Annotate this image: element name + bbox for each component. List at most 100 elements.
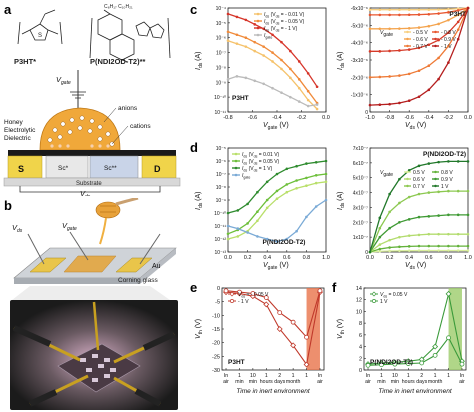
chart-title: P(NDI2OD-T2) bbox=[370, 359, 413, 366]
data-point bbox=[277, 310, 283, 315]
x-tick-sublabel: month bbox=[428, 379, 443, 385]
legend-marker bbox=[434, 44, 437, 48]
legend-marker bbox=[434, 184, 437, 188]
x-tick-sublabel: air bbox=[223, 379, 229, 385]
y-tick-label: 10⁻⁶ bbox=[216, 36, 226, 42]
data-point bbox=[226, 12, 230, 16]
y-tick-label: 10⁻⁵ bbox=[216, 146, 226, 152]
vgate-label-b: Vgate bbox=[62, 221, 77, 232]
data-point bbox=[368, 13, 372, 17]
legend-label: 0.5 V bbox=[413, 170, 425, 176]
data-point bbox=[305, 176, 308, 180]
data-point bbox=[265, 237, 269, 241]
data-point bbox=[256, 219, 259, 223]
legend-label: Ids (Vds = - 0.01 V) bbox=[264, 12, 305, 19]
x-tick-label: 0.8 bbox=[303, 255, 311, 261]
data-point bbox=[456, 244, 460, 248]
data-point bbox=[285, 183, 289, 186]
device-schematic: S P3HT* C₈H₁₇ C₁₀H₂₁ P(NDI2OD-T2)** Vgat… bbox=[3, 4, 181, 196]
data-point bbox=[276, 326, 283, 332]
y-tick-label: 4 bbox=[359, 345, 362, 351]
data-point bbox=[437, 160, 440, 164]
data-point bbox=[271, 86, 274, 90]
probe-station-photo bbox=[10, 300, 178, 410]
chart-d-transfer: 0.0 0.2 0.4 0.6 0.8 1.0 10⁻⁵ 10⁻⁶ 10⁻⁷ 10⁻⁸ 10⁻⁹ 10… bbox=[195, 146, 330, 271]
data-point bbox=[253, 40, 257, 44]
y-tick-label: 10⁻⁸ bbox=[216, 65, 226, 71]
data-point bbox=[398, 249, 401, 253]
data-point bbox=[378, 249, 382, 253]
data-point bbox=[437, 249, 440, 252]
data-point bbox=[289, 76, 292, 80]
data-point bbox=[256, 235, 259, 238]
source-electrode bbox=[7, 155, 43, 179]
x-tick-label: -0.4 bbox=[424, 115, 433, 121]
data-point bbox=[262, 82, 265, 86]
data-point bbox=[437, 232, 440, 236]
x-axis-label: Vgate (V) bbox=[263, 122, 289, 131]
x-tick-label: 1.0 bbox=[464, 255, 472, 261]
legend-marker bbox=[256, 19, 260, 23]
y-axis-label: Ids (A) bbox=[337, 191, 346, 210]
legend-label: Ids (Vds = 1 V) bbox=[242, 166, 273, 173]
x-tick-sublabel: air bbox=[317, 379, 323, 385]
data-point bbox=[297, 60, 301, 63]
y-tick-label: 10⁻¹⁰ bbox=[214, 95, 226, 101]
data-point bbox=[419, 360, 425, 366]
legend-marker bbox=[234, 173, 238, 177]
data-point bbox=[297, 86, 301, 90]
data-point bbox=[427, 24, 431, 28]
data-point bbox=[398, 101, 401, 105]
data-point bbox=[398, 177, 401, 181]
data-point bbox=[437, 12, 440, 15]
chart-c-output: -1.0 -0.8 -0.6 -0.4 -0.2 0.0 -6x10⁻⁶ -5x10⁻⁶ -4x… bbox=[337, 6, 472, 131]
y-tick-label: 10⁻⁷ bbox=[216, 172, 226, 178]
y-tick-label: 10⁻¹¹ bbox=[214, 110, 226, 116]
data-point bbox=[407, 99, 411, 103]
x-tick-label: 0.8 bbox=[445, 255, 453, 261]
data-point bbox=[244, 36, 248, 40]
data-point bbox=[368, 76, 372, 79]
legend-label: 0.6 V bbox=[413, 177, 425, 183]
data-point bbox=[263, 301, 270, 308]
chip-pads bbox=[80, 354, 116, 382]
y-tick-label: 10⁻⁹ bbox=[216, 80, 226, 86]
plot-frame bbox=[369, 147, 469, 253]
data-point bbox=[246, 222, 249, 225]
legend-marker bbox=[256, 12, 260, 16]
chart-title: P3HT bbox=[232, 95, 249, 102]
data-point bbox=[275, 172, 279, 176]
au-label: Au bbox=[152, 263, 161, 270]
chart-d-output: 0.0 0.2 0.4 0.6 0.8 1.0 0 1x10⁻⁷ 2x10⁻⁷ 3x10⁻⁷ 4x1… bbox=[337, 146, 472, 271]
x-tick-label: 0.6 bbox=[425, 255, 433, 261]
data-point bbox=[417, 215, 421, 219]
panel-letter-f: f bbox=[332, 280, 337, 295]
data-point bbox=[437, 56, 440, 60]
data-point bbox=[226, 224, 230, 228]
data-point bbox=[417, 8, 421, 12]
data-point bbox=[466, 213, 470, 217]
x-tick-label: -0.2 bbox=[297, 115, 306, 121]
data-point bbox=[388, 75, 391, 78]
ndi-structure bbox=[89, 9, 171, 63]
data-point bbox=[314, 174, 318, 177]
legend-label: Ids (Vds = - 0.05 V) bbox=[264, 19, 305, 26]
legend-label: - 0.7 V bbox=[413, 44, 428, 50]
data-point bbox=[280, 67, 283, 71]
data-point bbox=[305, 162, 308, 165]
data-point bbox=[447, 244, 450, 248]
legend-label: 0.9 V bbox=[441, 177, 453, 183]
data-point bbox=[456, 20, 460, 24]
legend-marker bbox=[406, 37, 409, 41]
data-point bbox=[437, 77, 440, 81]
data-point bbox=[236, 235, 240, 238]
y-tick-label: 10 bbox=[356, 309, 362, 315]
legend-marker bbox=[434, 37, 437, 41]
data-point bbox=[447, 11, 450, 14]
data-point bbox=[459, 361, 465, 367]
data-point bbox=[407, 168, 411, 172]
data-point bbox=[315, 107, 319, 111]
data-point bbox=[324, 159, 328, 163]
legend-label: - 0.6 V bbox=[413, 37, 428, 43]
dielectric-label-3: Dielectric bbox=[4, 135, 31, 142]
